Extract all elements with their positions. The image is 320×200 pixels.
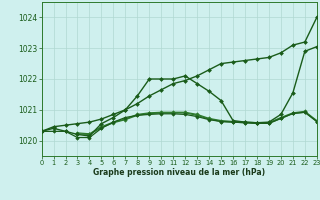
X-axis label: Graphe pression niveau de la mer (hPa): Graphe pression niveau de la mer (hPa) [93, 168, 265, 177]
